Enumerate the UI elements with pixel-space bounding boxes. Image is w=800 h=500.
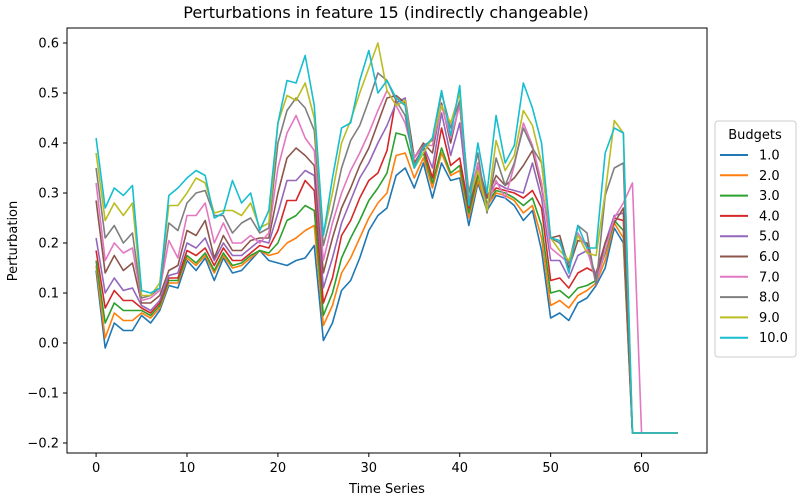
chart-title: Perturbations in feature 15 (indirectly …	[183, 3, 588, 22]
y-tick-label: −0.2	[27, 437, 59, 452]
legend-label: 5.0	[759, 230, 780, 245]
x-tick-label: 10	[179, 461, 196, 476]
x-tick-label: 0	[92, 461, 100, 476]
y-tick-label: 0.2	[38, 237, 59, 252]
legend-label: 7.0	[759, 270, 780, 285]
series-line-9-0	[95, 42, 678, 434]
y-tick-label: 0.0	[38, 337, 59, 352]
legend-label: 3.0	[759, 189, 780, 204]
y-tick-label: 0.6	[38, 37, 59, 52]
x-tick-label: 50	[542, 461, 559, 476]
series-line-10-0	[95, 49, 678, 434]
plot-frame	[66, 27, 708, 454]
series-line-4-0	[95, 97, 678, 434]
series-line-2-0	[95, 152, 678, 434]
series-line-5-0	[95, 97, 678, 434]
y-axis: −0.2 −0.1 0.0 0.1 0.2 0.3 0.4 0.5 0.6	[27, 37, 67, 452]
series-layer	[95, 42, 678, 434]
x-tick-label: 60	[633, 461, 650, 476]
series-line-1-0	[95, 162, 678, 434]
legend-label: 1.0	[759, 149, 780, 164]
series-line-3-0	[95, 132, 678, 434]
x-tick-label: 40	[451, 461, 468, 476]
legend-label: 10.0	[759, 331, 788, 346]
y-tick-label: 0.1	[38, 287, 59, 302]
legend-label: 4.0	[759, 209, 780, 224]
x-tick-label: 30	[361, 461, 378, 476]
x-tick-label: 20	[270, 461, 287, 476]
legend-label: 6.0	[759, 250, 780, 265]
legend-title: Budgets	[728, 128, 782, 143]
legend: Budgets 1.0 2.0 3.0 4.0 5.0 6.0 7.0 8.0 9.0 10.0	[714, 120, 797, 358]
legend-label: 9.0	[759, 311, 780, 326]
y-tick-label: 0.4	[38, 137, 59, 152]
legend-box	[714, 120, 797, 358]
legend-items: 1.0 2.0 3.0 4.0 5.0 6.0 7.0 8.0 9.0 10.0	[720, 149, 788, 346]
y-tick-label: 0.5	[38, 87, 59, 102]
x-axis-label: Time Series	[348, 482, 425, 497]
y-tick-label: 0.3	[38, 187, 59, 202]
x-axis: 0 10 20 30 40 50 60	[92, 453, 650, 476]
y-axis-label: Perturbation	[6, 201, 21, 282]
legend-label: 2.0	[759, 169, 780, 184]
legend-label: 8.0	[759, 291, 780, 306]
y-tick-label: −0.1	[27, 387, 59, 402]
